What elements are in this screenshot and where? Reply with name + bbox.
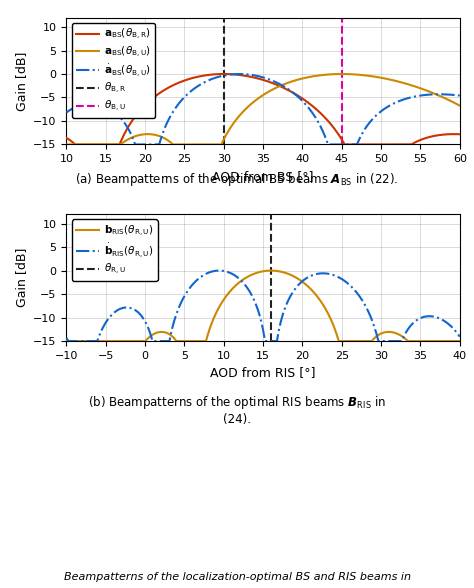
Text: Beampatterns of the localization-optimal BS and RIS beams in: Beampatterns of the localization-optimal… [64, 572, 410, 582]
Y-axis label: Gain [dB]: Gain [dB] [15, 248, 27, 308]
Y-axis label: Gain [dB]: Gain [dB] [15, 51, 27, 111]
Legend: $\mathbf{a}_\mathrm{BS}(\theta_\mathrm{B,R})$, $\mathbf{a}_\mathrm{BS}(\theta_\m: $\mathbf{a}_\mathrm{BS}(\theta_\mathrm{B… [72, 23, 155, 118]
Text: (a) Beampatterns of the optimal BS beams $\boldsymbol{A}_\mathrm{BS}$ in (22).: (a) Beampatterns of the optimal BS beams… [75, 171, 399, 188]
X-axis label: AOD from BS [°]: AOD from BS [°] [212, 170, 314, 183]
Legend: $\mathbf{b}_\mathrm{RIS}(\theta_\mathrm{R,U})$, $\dot{\mathbf{b}}_\mathrm{RIS}(\: $\mathbf{b}_\mathrm{RIS}(\theta_\mathrm{… [72, 219, 157, 282]
X-axis label: AOD from RIS [°]: AOD from RIS [°] [210, 366, 316, 379]
Text: (b) Beampatterns of the optimal RIS beams $\boldsymbol{B}_\mathrm{RIS}$ in
(24).: (b) Beampatterns of the optimal RIS beam… [88, 394, 386, 426]
